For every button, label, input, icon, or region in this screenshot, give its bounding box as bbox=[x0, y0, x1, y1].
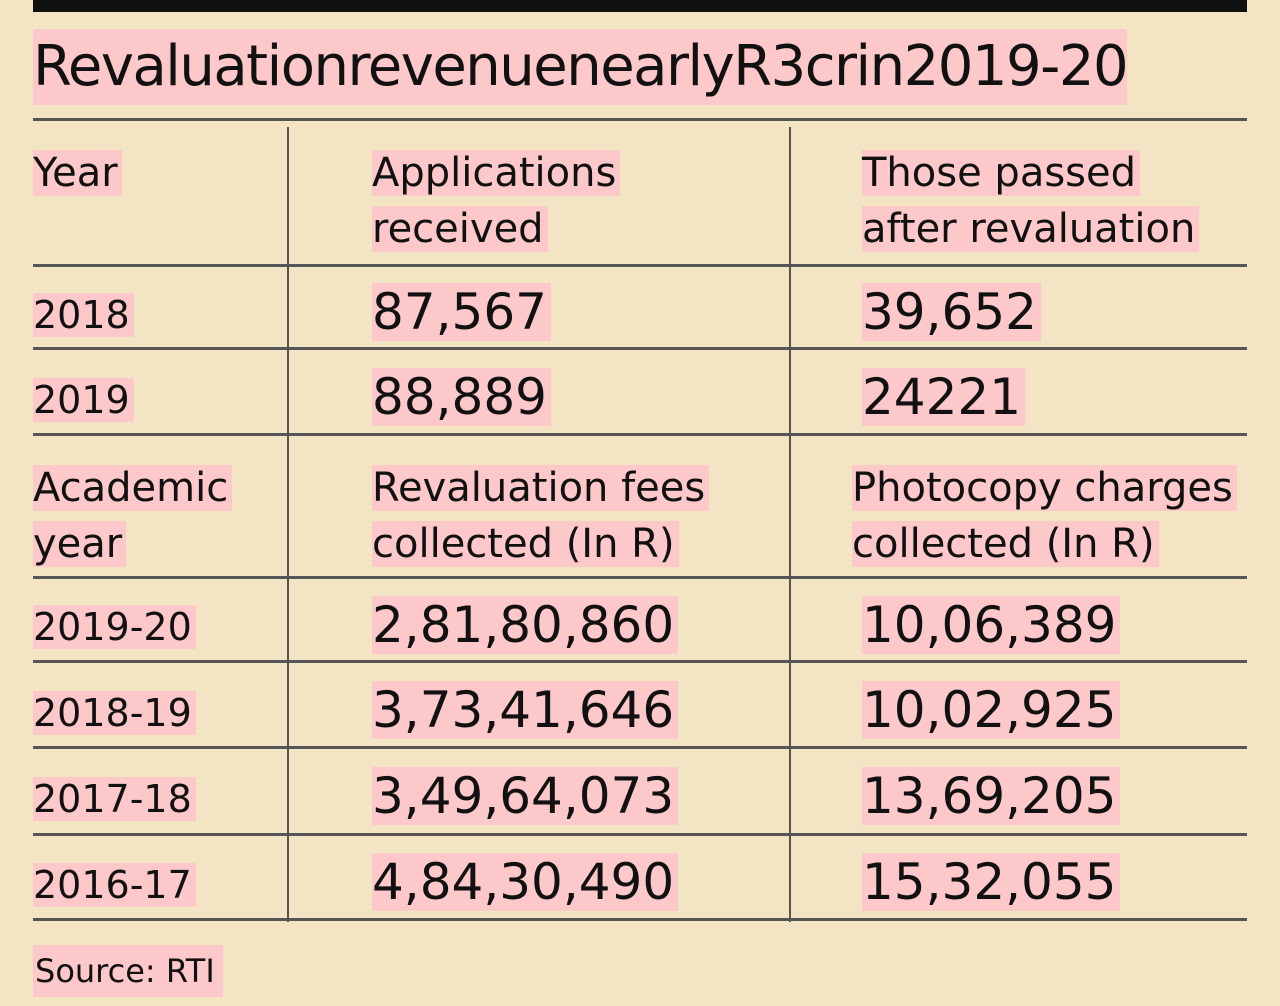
table-row-photocopy-charges: 10,06,389 bbox=[862, 595, 1121, 655]
table-row-year: 2019 bbox=[33, 375, 134, 425]
table-row-revaluation-fees: 3,73,41,646 bbox=[372, 680, 679, 740]
header-year: Year bbox=[33, 145, 122, 201]
table-row-photocopy-charges: 13,69,205 bbox=[862, 766, 1121, 826]
header-passed: Those passed after revaluation bbox=[862, 145, 1200, 257]
rule-row-2019-20 bbox=[33, 660, 1247, 663]
rule-under-title bbox=[33, 118, 1247, 121]
column-divider-2 bbox=[789, 127, 791, 922]
table-row-academic-year: 2016-17 bbox=[33, 860, 196, 910]
table-row-passed: 39,652 bbox=[862, 282, 1041, 342]
rule-row-2018-19 bbox=[33, 746, 1247, 749]
page-title: RevaluationrevenuenearlyR3crin2019-20 bbox=[33, 29, 1247, 105]
table-row-applications: 87,567 bbox=[372, 282, 551, 342]
header-photocopy-charges: Photocopy charges collected (In R) bbox=[852, 460, 1237, 572]
rule-row-2017-18 bbox=[33, 833, 1247, 836]
rule-under-header-2 bbox=[33, 576, 1247, 579]
table-row-revaluation-fees: 2,81,80,860 bbox=[372, 595, 679, 655]
rule-row-2018 bbox=[33, 347, 1247, 350]
rule-row-2019 bbox=[33, 433, 1247, 436]
table-row-passed: 24221 bbox=[862, 367, 1026, 427]
column-divider-1 bbox=[287, 127, 289, 922]
table-row-revaluation-fees: 4,84,30,490 bbox=[372, 852, 679, 912]
header-revaluation-fees: Revaluation fees collected (In R) bbox=[372, 460, 710, 572]
source-note: Source: RTI bbox=[33, 945, 223, 997]
table-row-year: 2018 bbox=[33, 290, 134, 340]
rule-under-header-1 bbox=[33, 264, 1247, 267]
table-row-applications: 88,889 bbox=[372, 367, 551, 427]
header-academic-year: Academic year bbox=[33, 460, 233, 572]
table-row-academic-year: 2017-18 bbox=[33, 774, 196, 824]
rule-row-2016-17 bbox=[33, 918, 1247, 921]
table-row-academic-year: 2019-20 bbox=[33, 602, 196, 652]
top-bar bbox=[33, 0, 1247, 12]
table-row-photocopy-charges: 15,32,055 bbox=[862, 852, 1121, 912]
table-row-revaluation-fees: 3,49,64,073 bbox=[372, 766, 679, 826]
table-row-academic-year: 2018-19 bbox=[33, 688, 196, 738]
header-applications: Applications received bbox=[372, 145, 621, 257]
table-row-photocopy-charges: 10,02,925 bbox=[862, 680, 1121, 740]
